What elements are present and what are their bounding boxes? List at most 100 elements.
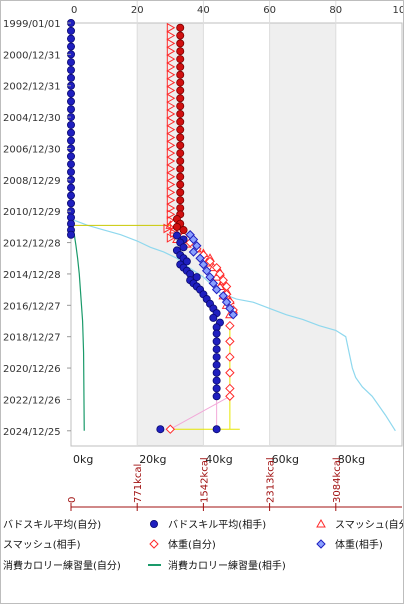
skill-self-point: [67, 105, 76, 114]
smash-opponent-point: [166, 54, 176, 64]
skill-self-point: [209, 313, 218, 322]
skill-self-point: [212, 353, 221, 362]
y-axis-tick-label: 2008/12/29: [3, 176, 61, 187]
weight-self-point: [205, 256, 215, 267]
skill-opponent-point: [176, 102, 185, 111]
y-axis-tick-label: 2024/12/25: [3, 427, 61, 438]
weight-self-point: [225, 383, 235, 394]
skill-opponent-point: [176, 39, 185, 48]
skill-opponent-point: [179, 226, 188, 235]
weight-connector-line: [170, 395, 231, 430]
skill-opponent-point: [176, 109, 185, 118]
skill-self-point: [67, 73, 76, 82]
calorie-lines: [70, 218, 396, 432]
skill-self-point: [67, 160, 76, 169]
smash-opponent-point: [166, 22, 176, 33]
skill-opponent-point: [176, 125, 185, 134]
skill-self-point: [67, 136, 76, 145]
weight-opponent-point: [202, 266, 212, 276]
y-axis-tick-label: 2022/12/26: [3, 395, 61, 406]
skill-self-point: [179, 243, 188, 252]
kcal-axis-tick-label: 3084kcal: [332, 457, 343, 503]
skill-self-point: [67, 58, 76, 67]
y-axis-tick-label: 2014/12/28: [3, 270, 61, 281]
y-axis-tick-label: 2018/12/27: [3, 333, 61, 344]
skill-opponent-point: [176, 23, 185, 32]
legend-label: バドスキル平均(自分): [3, 518, 101, 531]
calorie-self-line: [70, 218, 396, 432]
skill-self-point: [212, 384, 221, 393]
weight-self-point: [225, 368, 235, 378]
smash-opponent-point: [166, 140, 176, 151]
legend-label: 体重(相手): [335, 538, 383, 551]
skill-self-point: [67, 183, 76, 192]
legend-label: 消費カロリー練習量(自分): [3, 559, 121, 572]
skill-self-point: [67, 230, 76, 239]
smash-opponent-point: [166, 38, 176, 49]
smash-opponent-point: [166, 164, 176, 174]
skill-opponent-point: [176, 188, 185, 197]
skill-opponent-point: [176, 164, 185, 173]
skill-self-point: [67, 199, 76, 208]
y-axis-tick-label: 2004/12/30: [3, 113, 61, 124]
skill-opponent-point: [176, 157, 185, 166]
legend-marker-skill-self: [149, 520, 158, 529]
y-axis-tick-label: 2006/12/30: [3, 144, 61, 155]
skill-self-point: [212, 345, 221, 354]
weight-axis-tick-label: 80kg: [338, 453, 365, 466]
smash-opponent-point: [166, 62, 176, 72]
y-axis-tick-label: 2010/12/29: [3, 207, 61, 218]
skill-self-point: [212, 329, 221, 338]
kcal-axis-tick-label: 1542kcal: [199, 457, 210, 503]
smash-opponent-point: [166, 124, 176, 135]
weight-axis-tick-label: 60kg: [272, 453, 299, 466]
grid-lines: [70, 1, 403, 447]
top-axis-tick-label: 80: [329, 5, 342, 16]
skill-opponent-point: [176, 70, 185, 79]
skill-opponent-point: [176, 180, 185, 189]
skill-self-point: [212, 360, 221, 369]
weight-opponent-point: [188, 247, 199, 257]
weight-self-point: [165, 424, 176, 434]
smash-opponent-point: [166, 30, 176, 41]
skill-self-point: [172, 231, 181, 240]
skill-self-point: [67, 167, 76, 176]
weight-self-point: [225, 336, 235, 347]
smash-opponent-point: [166, 203, 176, 213]
weight-opponent-point: [221, 297, 232, 307]
skill-opponent-point: [176, 94, 185, 103]
y-axis-tick-label: 2000/12/31: [3, 50, 61, 61]
smash-opponent-point: [166, 187, 176, 198]
weight-opponent-point: [225, 303, 235, 314]
skill-opponent-point: [176, 117, 185, 126]
legend-marker-weight-opponent: [316, 539, 326, 549]
weight-opponent-point: [228, 310, 238, 320]
smash-opponent-point: [166, 101, 176, 111]
skill-self-point: [67, 128, 76, 137]
skill-self-point: [67, 26, 76, 35]
skill-self-point: [212, 368, 221, 377]
axes: 0 20 40 60 80 100 1999/01/01 2000/12/31 2002/12/…: [3, 5, 403, 511]
skill-opponent-point: [176, 149, 185, 158]
legend-label: 消費カロリー練習量(相手): [168, 559, 286, 572]
skill-self-point: [67, 66, 76, 75]
smash-opponent-point: [166, 77, 176, 88]
top-axis-tick-label: 20: [131, 5, 144, 16]
smash-opponent-point: [166, 233, 176, 243]
weight-self-point: [225, 391, 235, 401]
skill-opponent-point: [176, 55, 185, 64]
kcal-axis-tick-label: 771kcal: [133, 464, 144, 503]
calorie-opponent-line: [70, 218, 85, 431]
skill-opponent-point: [176, 47, 185, 56]
y-axis-tick-label: 2016/12/27: [3, 301, 61, 312]
weight-opponent-point: [211, 284, 222, 295]
weight-opponent-point: [188, 234, 199, 245]
skill-self-point: [212, 376, 221, 385]
smash-opponent-point: [166, 148, 176, 159]
skill-self-point: [192, 273, 201, 282]
legend: バドスキル平均(自分) バドスキル平均(相手) スマッシュ(自分) スマッシュ(相手)…: [3, 518, 403, 572]
smash-opponent-point: [166, 85, 176, 96]
kcal-axis-tick-label: 0: [67, 497, 78, 503]
smash-opponent-point: [166, 93, 176, 104]
